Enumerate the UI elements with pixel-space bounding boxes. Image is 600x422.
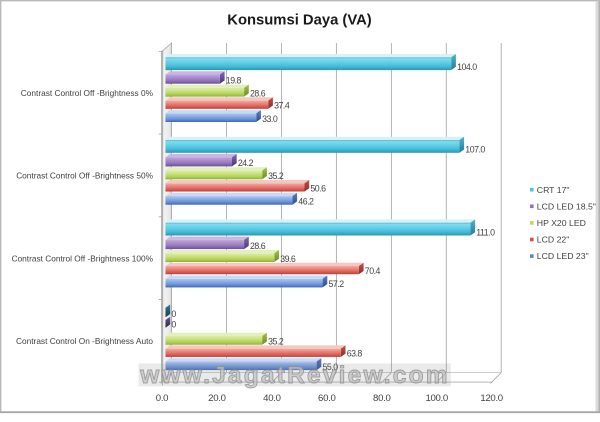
svg-text:63.8: 63.8 xyxy=(347,349,363,359)
svg-text:0.0: 0.0 xyxy=(156,393,168,404)
svg-text:50.6: 50.6 xyxy=(310,183,326,193)
svg-text:Contrast Control Off -Brightne: Contrast Control Off -Brightness 0% xyxy=(21,88,154,98)
svg-text:www.JagatReview.com: www.JagatReview.com xyxy=(139,362,450,389)
svg-text:LCD 22": LCD 22" xyxy=(537,235,570,245)
svg-text:28.6: 28.6 xyxy=(250,88,266,98)
svg-text:57.2: 57.2 xyxy=(329,279,345,289)
svg-text:0: 0 xyxy=(171,309,176,319)
svg-text:HP X20 LED: HP X20 LED xyxy=(537,218,586,228)
svg-text:LCD LED 18.5": LCD LED 18.5" xyxy=(537,201,596,211)
svg-text:20.0: 20.0 xyxy=(208,393,225,404)
svg-text:40.0: 40.0 xyxy=(263,393,280,404)
svg-text:104.0: 104.0 xyxy=(457,62,477,72)
svg-text:19.8: 19.8 xyxy=(226,76,242,86)
svg-text:80.0: 80.0 xyxy=(373,393,390,404)
svg-text:Konsumsi Daya (VA): Konsumsi Daya (VA) xyxy=(227,12,372,28)
svg-text:60.0: 60.0 xyxy=(318,393,335,404)
svg-text:100.0: 100.0 xyxy=(425,393,448,404)
svg-text:Contrast Control Off -Brightne: Contrast Control Off -Brightness 100% xyxy=(12,253,154,263)
svg-text:0: 0 xyxy=(171,320,176,330)
svg-text:Contrast Control Off -Brightne: Contrast Control Off -Brightness 50% xyxy=(16,171,153,181)
svg-text:39.6: 39.6 xyxy=(280,254,296,264)
svg-text:111.0: 111.0 xyxy=(476,227,495,237)
svg-text:70.4: 70.4 xyxy=(365,266,381,276)
svg-text:37.4: 37.4 xyxy=(274,101,290,111)
svg-text:46.2: 46.2 xyxy=(298,197,314,207)
svg-text:CRT 17": CRT 17" xyxy=(537,185,570,195)
svg-text:Contrast Control On -Brightnes: Contrast Control On -Brightness Auto xyxy=(16,336,153,346)
svg-text:24.2: 24.2 xyxy=(238,158,254,168)
svg-text:107.0: 107.0 xyxy=(465,145,485,155)
svg-text:35.2: 35.2 xyxy=(268,171,284,181)
svg-text:35.2: 35.2 xyxy=(268,337,284,347)
svg-text:28.6: 28.6 xyxy=(250,241,266,251)
svg-text:120.0: 120.0 xyxy=(480,393,503,404)
svg-text:33.0: 33.0 xyxy=(262,114,278,124)
svg-text:LCD LED 23": LCD LED 23" xyxy=(537,251,589,261)
